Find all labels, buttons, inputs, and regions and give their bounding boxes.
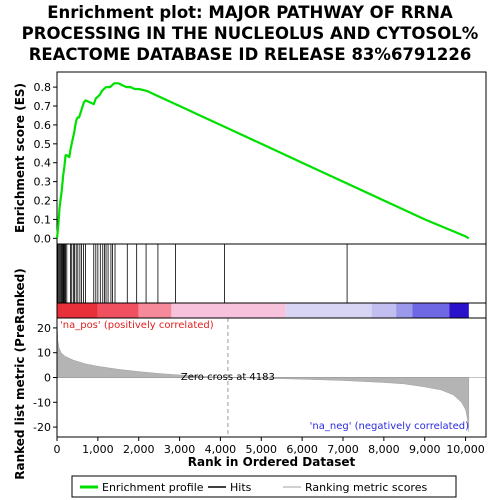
xtick-label: 9,000 (409, 443, 441, 456)
xtick-label: 2,000 (123, 443, 155, 456)
metric-ytick-label: 0 (44, 372, 51, 385)
es-ytick-label: 0.7 (34, 100, 52, 113)
rank-colorbar-segment (285, 303, 372, 318)
rank-colorbar-segment (97, 303, 139, 318)
rank-colorbar-segment (412, 303, 450, 318)
xtick-label: 7,000 (327, 443, 359, 456)
zero-cross-label: Zero cross at 4183 (181, 372, 275, 383)
xtick-label: 4,000 (205, 443, 237, 456)
chart-title-line-3: REACTOME DATABASE ID RELEASE 83%6791226 (29, 45, 472, 64)
xtick-label: 8,000 (368, 443, 400, 456)
es-ytick-label: 0.3 (34, 176, 52, 189)
rank-colorbar-segment (57, 303, 98, 318)
chart-title-line-2: PROCESSING IN THE NUCLEOLUS AND CYTOSOL% (22, 24, 479, 43)
x-axis-label: Rank in Ordered Dataset (188, 455, 356, 469)
positive-correlation-label: 'na_pos' (positively correlated) (60, 320, 214, 331)
es-ytick-label: 0.1 (34, 213, 52, 226)
legend-box (71, 475, 457, 498)
metric-ytick-label: 10 (37, 347, 51, 360)
es-ytick-label: 0.5 (34, 138, 52, 151)
es-ytick-label: 0.8 (34, 81, 52, 94)
xtick-label: 3,000 (164, 443, 196, 456)
rank-colorbar-segment (449, 303, 469, 318)
legend-label: Ranking metric scores (305, 481, 427, 494)
legend-label: Enrichment profile (102, 481, 204, 494)
metric-ylabel: Ranked list metric (PreRanked) (13, 268, 27, 480)
metric-ytick-label: 20 (37, 322, 51, 335)
es-ylabel: Enrichment score (ES) (13, 83, 27, 233)
rank-colorbar-segment (171, 303, 286, 318)
enrichment-profile-line (55, 82, 470, 240)
rank-colorbar-segment (396, 303, 413, 318)
es-ytick-label: 0.2 (34, 195, 52, 208)
rank-colorbar-segment (371, 303, 397, 318)
es-ytick-label: 0.6 (34, 119, 52, 132)
metric-ytick-label: -20 (33, 421, 51, 434)
xtick-label: 10,000 (446, 443, 485, 456)
legend-label: Hits (230, 481, 252, 494)
hits-panel-frame (56, 243, 487, 304)
es-ytick-label: 0.0 (34, 232, 52, 245)
chart-title-line-1: Enrichment plot: MAJOR PATHWAY OF RRNA (47, 3, 453, 22)
rank-colorbar-segment (138, 303, 172, 318)
xtick-label: 5,000 (246, 443, 278, 456)
metric-ytick-label: -10 (33, 396, 51, 409)
xtick-label: 1,000 (82, 443, 114, 456)
negative-correlation-label: 'na_neg' (negatively correlated) (310, 421, 469, 432)
xtick-label: 0 (54, 443, 61, 456)
xtick-label: 6,000 (286, 443, 318, 456)
es-ytick-label: 0.4 (34, 157, 52, 170)
